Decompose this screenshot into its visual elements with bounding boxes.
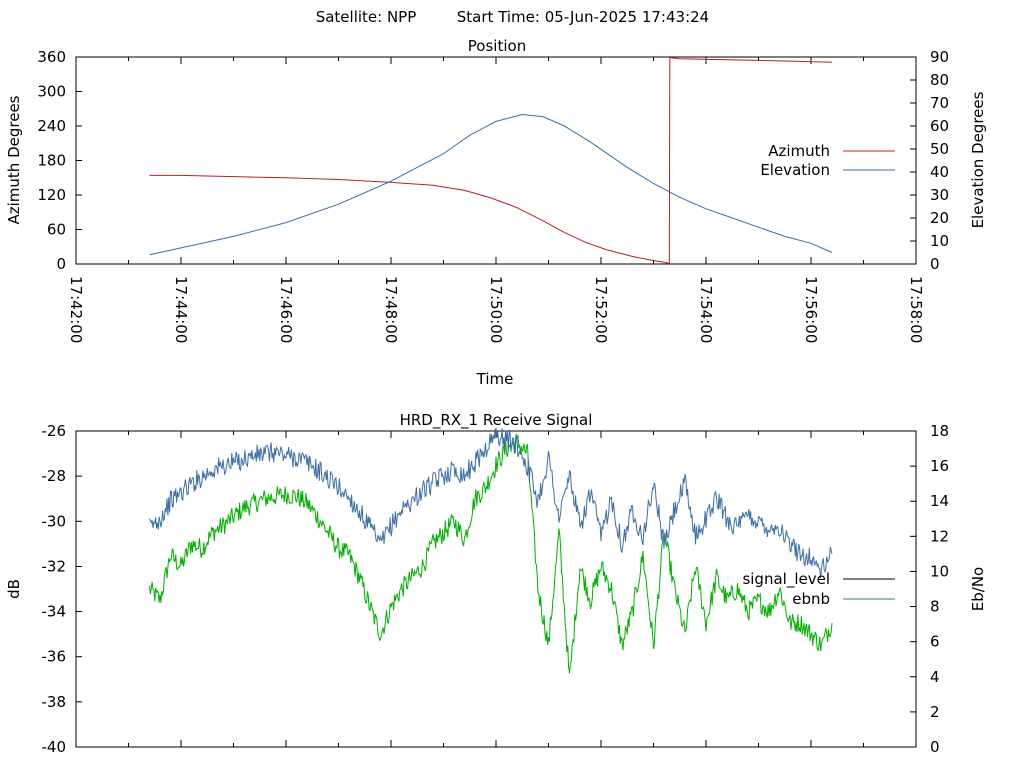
legend-label-signal-level: signal_level (742, 570, 830, 589)
position-x-tick-label: 17:52:00 (592, 276, 610, 343)
position-series (149, 57, 833, 265)
position-series-elevation (149, 113, 833, 256)
receive-series-signal-level (149, 433, 833, 674)
position-x-tick-label: 17:42:00 (67, 276, 85, 343)
position-x-tick-label: 17:46:00 (277, 276, 295, 343)
position-y2-tick-label: 0 (930, 255, 940, 273)
receive-signal-chart-title: HRD_RX_1 Receive Signal (400, 411, 593, 430)
position-x-tick-label: 17:48:00 (382, 276, 400, 343)
position-y-tick-label: 300 (37, 83, 66, 101)
position-y-tick-label: 180 (37, 152, 66, 170)
receive-y2-axis-label: Eb/No (969, 567, 987, 611)
position-x-tick-label: 17:58:00 (907, 276, 925, 343)
receive-signal-chart: HRD_RX_1 Receive Signal -40-38-36-34-32-… (5, 411, 987, 756)
receive-y2-tick-label: 2 (930, 703, 940, 721)
receive-legend: signal_level ebnb (742, 570, 895, 608)
position-x-axis-label: Time (476, 370, 514, 388)
position-y2-tick-label: 90 (930, 48, 949, 66)
receive-y-tick-label: -30 (42, 512, 67, 530)
receive-y-axis-label: dB (5, 579, 23, 599)
receive-y2-tick-label: 18 (930, 422, 949, 440)
position-x-tick-label: 17:56:00 (802, 276, 820, 343)
receive-y-tick-label: -28 (42, 467, 67, 485)
position-x-tick-label: 17:54:00 (697, 276, 715, 343)
position-y-tick-label: 360 (37, 48, 66, 66)
position-x-tick-label: 17:50:00 (487, 276, 505, 343)
position-axes: 0 60 120 180 240 300 360 0 10 20 30 40 50 60 70 80 90 17:… (37, 48, 949, 343)
receive-series-ebnb (149, 427, 833, 579)
position-series-azimuth (149, 57, 833, 265)
receive-y2-tick-label: 14 (930, 492, 949, 510)
position-x-tick-label: 17:44:00 (172, 276, 190, 343)
position-y2-tick-label: 40 (930, 163, 949, 181)
legend-label-elevation: Elevation (760, 161, 830, 179)
position-y-tick-label: 240 (37, 117, 66, 135)
start-time-label: Start Time: 05-Jun-2025 17:43:24 (457, 8, 709, 26)
receive-y2-tick-label: 16 (930, 457, 949, 475)
position-chart: Position 0 60 120 180 240 300 360 0 10 20 30 40 50 60… (5, 37, 987, 388)
legend-label-azimuth: Azimuth (768, 142, 830, 160)
position-y-tick-label: 60 (47, 221, 66, 239)
receive-y2-tick-label: 10 (930, 562, 949, 580)
position-y-tick-label: 120 (37, 186, 66, 204)
receive-y-tick-label: -40 (42, 738, 67, 756)
position-y2-tick-label: 80 (930, 71, 949, 89)
receive-series (149, 427, 833, 674)
position-y2-tick-label: 50 (930, 140, 949, 158)
receive-y-tick-label: -38 (42, 693, 67, 711)
receive-y-tick-label: -34 (42, 603, 67, 621)
receive-y-tick-label: -32 (42, 557, 67, 575)
receive-y2-tick-label: 8 (930, 598, 940, 616)
legend-label-ebnb: ebnb (792, 590, 830, 608)
receive-y2-tick-label: 4 (930, 668, 940, 686)
receive-axes: -40 -38 -36 -34 -32 -30 -28 -26 0 2 4 6 8 10 12 14 16 18 (42, 422, 950, 756)
position-legend: Azimuth Elevation (760, 142, 895, 179)
position-y2-tick-label: 30 (930, 186, 949, 204)
position-chart-title: Position (468, 37, 526, 55)
position-y-tick-label: 0 (56, 255, 66, 273)
receive-y2-tick-label: 6 (930, 633, 940, 651)
satellite-label: Satellite: NPP (316, 8, 417, 26)
receive-y-tick-label: -26 (42, 422, 67, 440)
receive-y2-tick-label: 0 (930, 738, 940, 756)
position-y-axis-label: Azimuth Degrees (5, 95, 23, 224)
position-y2-axis-label: Elevation Degrees (969, 91, 987, 228)
receive-y-tick-label: -36 (42, 648, 67, 666)
receive-y2-tick-label: 12 (930, 527, 949, 545)
position-y2-tick-label: 70 (930, 94, 949, 112)
position-y2-tick-label: 60 (930, 117, 949, 135)
position-y2-tick-label: 20 (930, 209, 949, 227)
position-y2-tick-label: 10 (930, 232, 949, 250)
